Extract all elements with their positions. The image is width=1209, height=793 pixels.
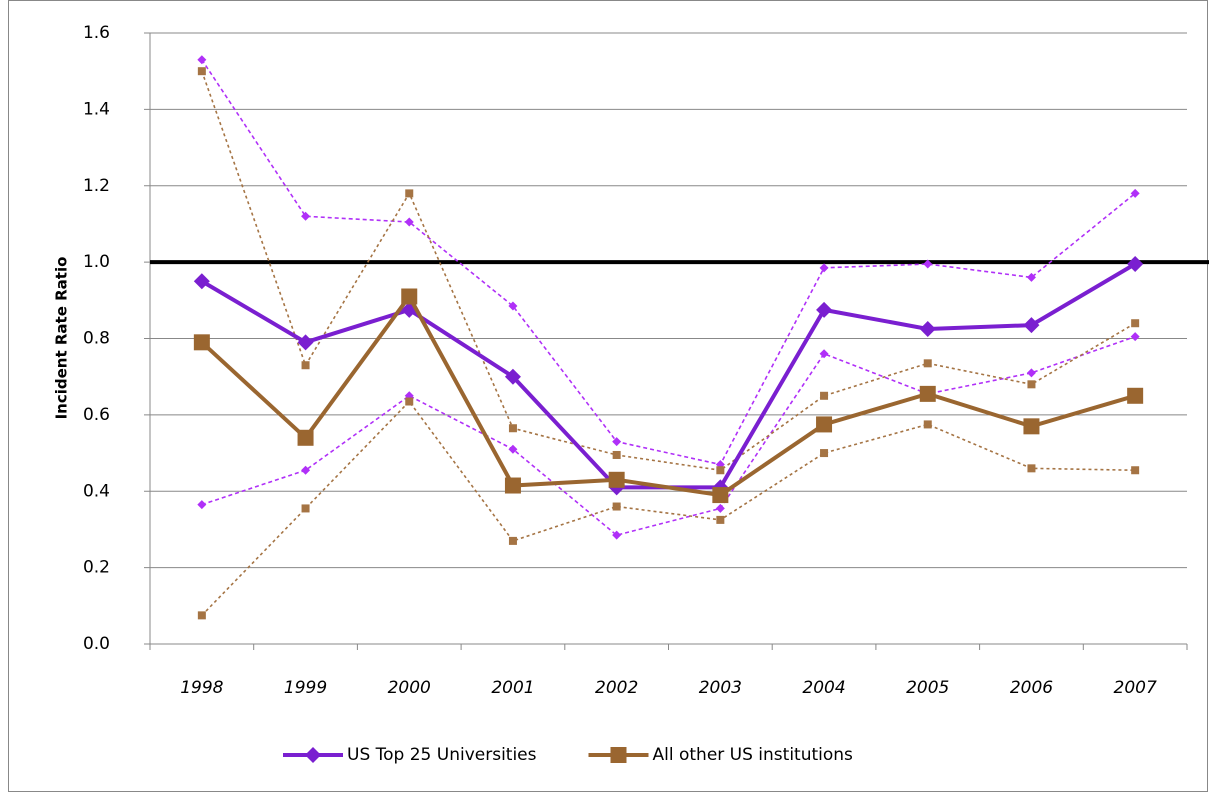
y-tick-label: 1.4 — [83, 99, 110, 119]
ci-point — [612, 437, 622, 447]
data-point — [504, 477, 521, 494]
ci-point — [1131, 466, 1140, 475]
series-line — [200, 292, 1136, 498]
ci-point — [1130, 332, 1140, 342]
ci-point — [301, 504, 310, 513]
ci-point — [508, 424, 517, 433]
data-point — [297, 429, 314, 446]
x-tick-label: 2004 — [802, 678, 845, 698]
ci-point — [1130, 188, 1140, 198]
y-tick-label: 1.6 — [83, 23, 110, 43]
ci-line — [201, 59, 1136, 466]
data-point — [919, 385, 936, 402]
y-tick-label: 1.0 — [83, 252, 110, 272]
x-tick-label: 2005 — [906, 678, 949, 698]
y-tick-label: 0.8 — [83, 329, 110, 349]
data-point — [816, 416, 833, 433]
chart-border — [8, 0, 1208, 792]
x-tick-label: 2006 — [1010, 678, 1053, 698]
legend-label: All other US institutions — [653, 745, 854, 765]
data-point — [1023, 418, 1040, 435]
ci-point — [508, 536, 517, 545]
y-tick-label: 0.4 — [83, 481, 110, 501]
ci-point — [301, 465, 311, 475]
ci-point — [197, 67, 206, 76]
ci-point — [1026, 368, 1036, 378]
ci-point — [819, 263, 829, 273]
y-tick-label: 0.0 — [83, 634, 110, 654]
ci-point — [612, 530, 622, 540]
data-point — [919, 320, 936, 337]
ci-point — [1026, 272, 1036, 282]
data-point — [504, 368, 521, 385]
x-tick-label: 2002 — [595, 678, 638, 698]
y-axis-title: Incident Rate Ratio — [53, 257, 71, 420]
ci-point — [1131, 319, 1140, 328]
data-point — [193, 273, 210, 290]
ci-line — [201, 335, 1136, 537]
ci-point — [612, 502, 621, 511]
ci-point — [716, 515, 725, 524]
legend-marker — [305, 747, 321, 763]
ci-point — [197, 500, 207, 510]
x-tick-label: 2003 — [699, 678, 742, 698]
ci-point — [716, 466, 725, 475]
data-point — [401, 288, 418, 305]
ci-point — [197, 611, 206, 620]
ci-point — [819, 349, 829, 359]
ci-point — [405, 189, 414, 198]
legend-label: US Top 25 Universities — [347, 745, 537, 765]
x-tick-label: 2007 — [1114, 678, 1157, 698]
x-tick-label: 2001 — [491, 678, 534, 698]
data-point — [1127, 256, 1144, 273]
x-tick-label: 1999 — [284, 678, 327, 698]
ci-point — [404, 217, 414, 227]
ci-point — [612, 450, 621, 459]
ci-point — [508, 444, 518, 454]
data-point — [1023, 317, 1040, 334]
y-tick-label: 0.6 — [83, 405, 110, 425]
ci-point — [508, 301, 518, 311]
data-point — [297, 334, 314, 351]
x-tick-label: 1998 — [180, 678, 223, 698]
data-point — [193, 334, 210, 351]
ci-point — [715, 503, 725, 513]
ci-point — [923, 359, 932, 368]
ci-point — [301, 211, 311, 221]
ci-point — [820, 391, 829, 400]
data-point — [712, 487, 729, 504]
ci-point — [1027, 380, 1036, 389]
ci-line — [201, 400, 1136, 616]
ci-point — [197, 55, 207, 65]
data-point — [816, 301, 833, 318]
ci-point — [923, 259, 933, 269]
ci-point — [923, 420, 932, 429]
y-tick-label: 0.2 — [83, 558, 110, 578]
ci-point — [301, 361, 310, 370]
data-point — [608, 471, 625, 488]
ci-point — [820, 449, 829, 458]
y-tick-label: 1.2 — [83, 176, 110, 196]
data-point — [1127, 387, 1144, 404]
ci-point — [1027, 464, 1036, 473]
x-tick-label: 2000 — [388, 678, 431, 698]
ci-point — [405, 397, 414, 406]
legend-marker — [610, 747, 627, 763]
